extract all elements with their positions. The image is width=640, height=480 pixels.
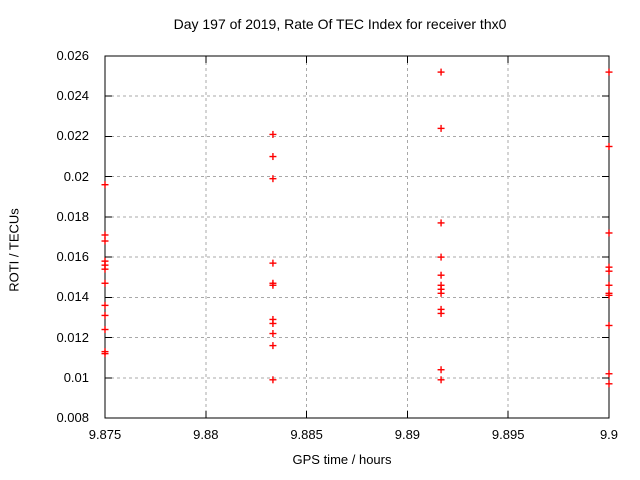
y-tick-label: 0.012 (56, 329, 89, 345)
x-axis-label: GPS time / hours (292, 452, 392, 467)
y-tick-label: 0.014 (56, 289, 89, 305)
y-tick-label: 0.02 (63, 168, 89, 184)
x-tick-label: 9.895 (491, 427, 525, 442)
y-tick-label: 0.01 (63, 369, 89, 385)
plot-border (104, 55, 610, 419)
y-tick-label: 0.024 (56, 88, 89, 104)
x-tick-label: 9.88 (193, 427, 219, 442)
x-tick-label: 9.89 (394, 427, 421, 442)
x-tick-label: 9.9 (599, 427, 619, 442)
x-tick-label: 9.885 (290, 427, 323, 442)
y-tick-label: 0.016 (56, 249, 89, 265)
y-tick-label: 0.018 (56, 208, 89, 224)
y-tick-label: 0.022 (56, 128, 89, 144)
x-tick-label: 9.875 (88, 427, 122, 442)
y-tick-label: 0.026 (56, 48, 89, 63)
chart-title: Day 197 of 2019, Rate Of TEC Index for r… (173, 16, 507, 32)
y-axis-label: ROTI / TECUs (6, 208, 22, 292)
y-tick-label: 0.008 (56, 410, 89, 425)
